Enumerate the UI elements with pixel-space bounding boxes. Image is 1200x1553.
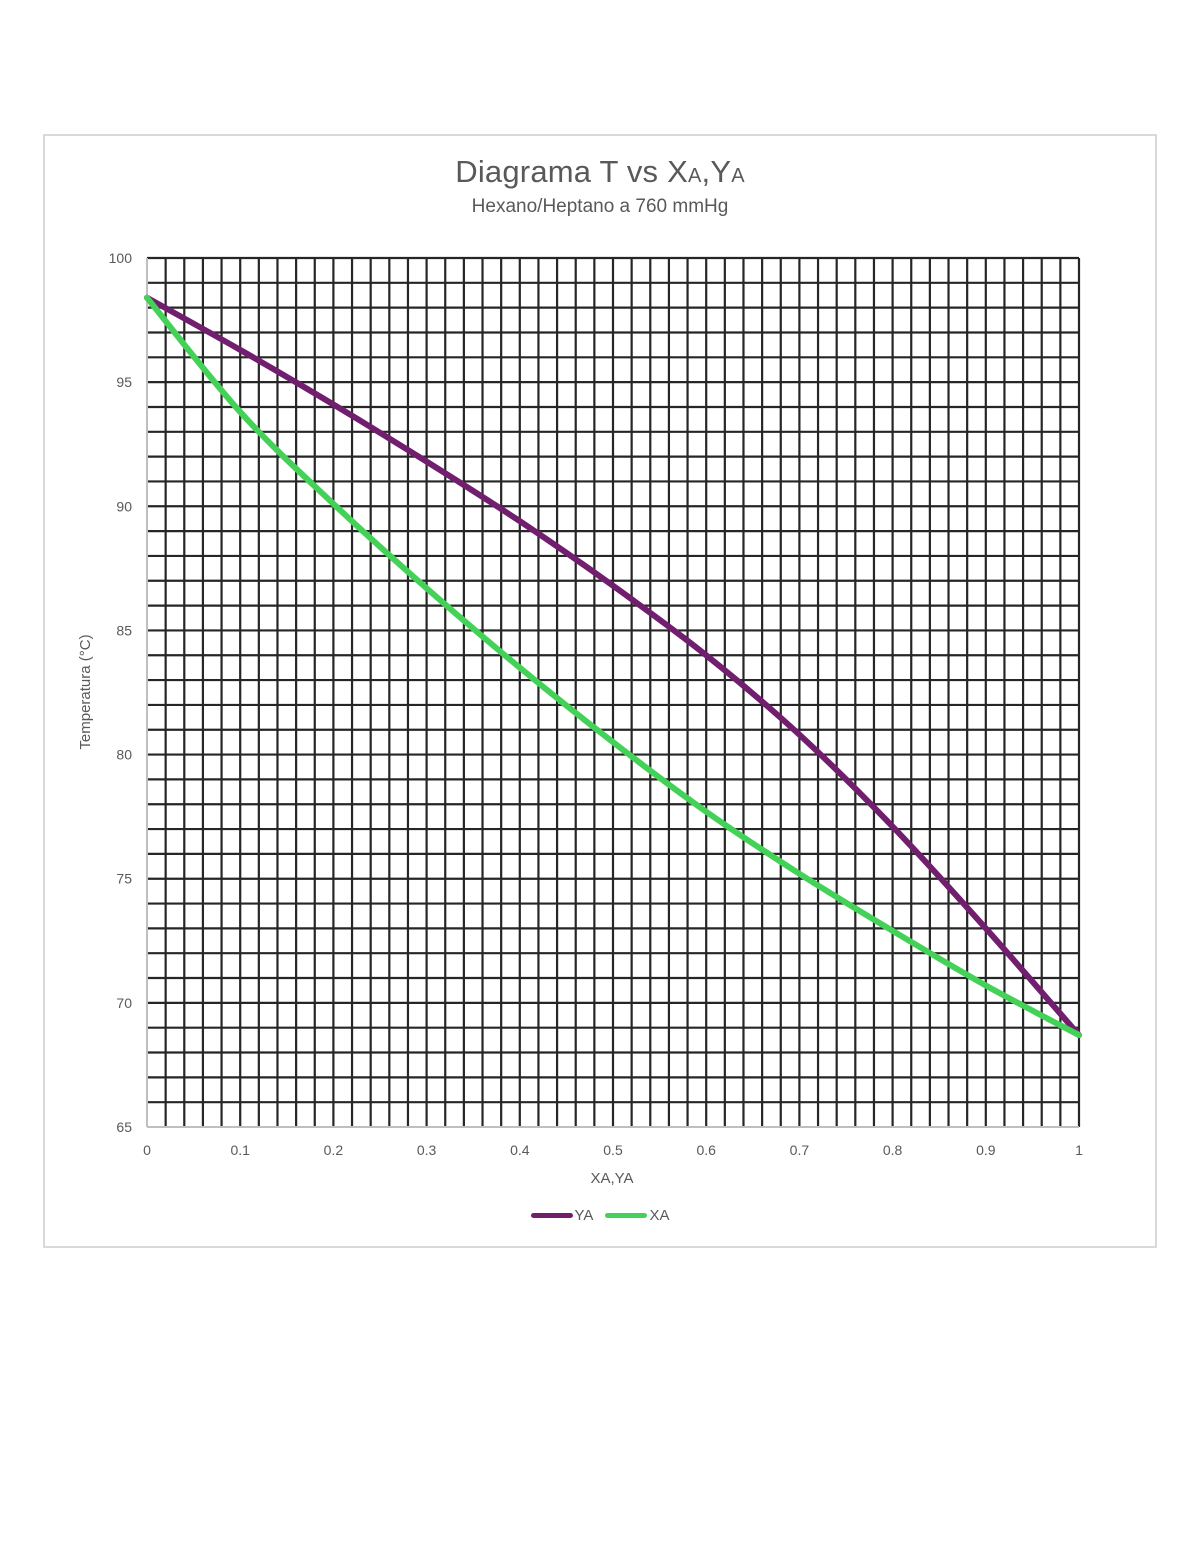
x-tick-label: 0.8	[883, 1142, 903, 1158]
x-tick-label: 0.3	[417, 1142, 437, 1158]
legend-item-xa: XA	[605, 1207, 669, 1224]
x-tick-label: 0.7	[790, 1142, 810, 1158]
y-tick-label: 70	[116, 995, 132, 1011]
chart-frame	[43, 134, 1157, 1248]
y-tick-label: 65	[116, 1119, 132, 1135]
chart-title-subscript-b: A	[731, 165, 745, 187]
x-tick-label: 1	[1075, 1142, 1083, 1158]
chart-title-subscript-a: A	[687, 165, 702, 187]
chart-subtitle: Hexano/Heptano a 760 mmHg	[471, 196, 729, 217]
axes	[146, 258, 1079, 1128]
chart-title: Diagrama T vs XA,YA	[0, 154, 1200, 190]
chart-title-separator: ,Y	[701, 154, 732, 189]
x-tick-label: 0.5	[603, 1142, 623, 1158]
y-tick-label: 85	[116, 622, 132, 638]
tick-labels: 0 0.1 0.2 0.3 0.4 0.5 0.6 0.7 0.8 0.9 1 65 70 75 80 85 9…	[109, 250, 1083, 1158]
x-tick-label: 0.1	[230, 1142, 250, 1158]
chart-title-main: Diagrama T vs X	[455, 154, 688, 189]
y-axis-title: Temperatura (°C)	[77, 634, 94, 749]
x-axis-title: XA,YA	[590, 1170, 633, 1187]
x-tick-label: 0.4	[510, 1142, 530, 1158]
x-tick-label: 0.6	[696, 1142, 716, 1158]
legend: YA XA	[0, 1207, 1200, 1224]
series-line-ya	[144, 294, 1082, 1039]
legend-swatch-xa-icon	[605, 1213, 648, 1218]
grid-lines	[147, 256, 1081, 1127]
legend-item-ya: YA	[530, 1207, 594, 1224]
y-tick-label: 80	[116, 747, 132, 763]
x-tick-label: 0	[143, 1142, 151, 1158]
legend-swatch-ya-icon	[530, 1213, 573, 1218]
legend-label-ya: YA	[574, 1207, 594, 1224]
y-tick-label: 95	[116, 374, 132, 390]
series-line-xa	[144, 294, 1082, 1039]
y-tick-label: 75	[116, 871, 132, 887]
x-tick-label: 0.9	[976, 1142, 996, 1158]
data-series	[144, 294, 1082, 1039]
y-tick-label: 100	[109, 250, 133, 266]
y-tick-label: 90	[116, 498, 132, 514]
legend-label-xa: XA	[649, 1207, 670, 1224]
x-tick-label: 0.2	[324, 1142, 344, 1158]
